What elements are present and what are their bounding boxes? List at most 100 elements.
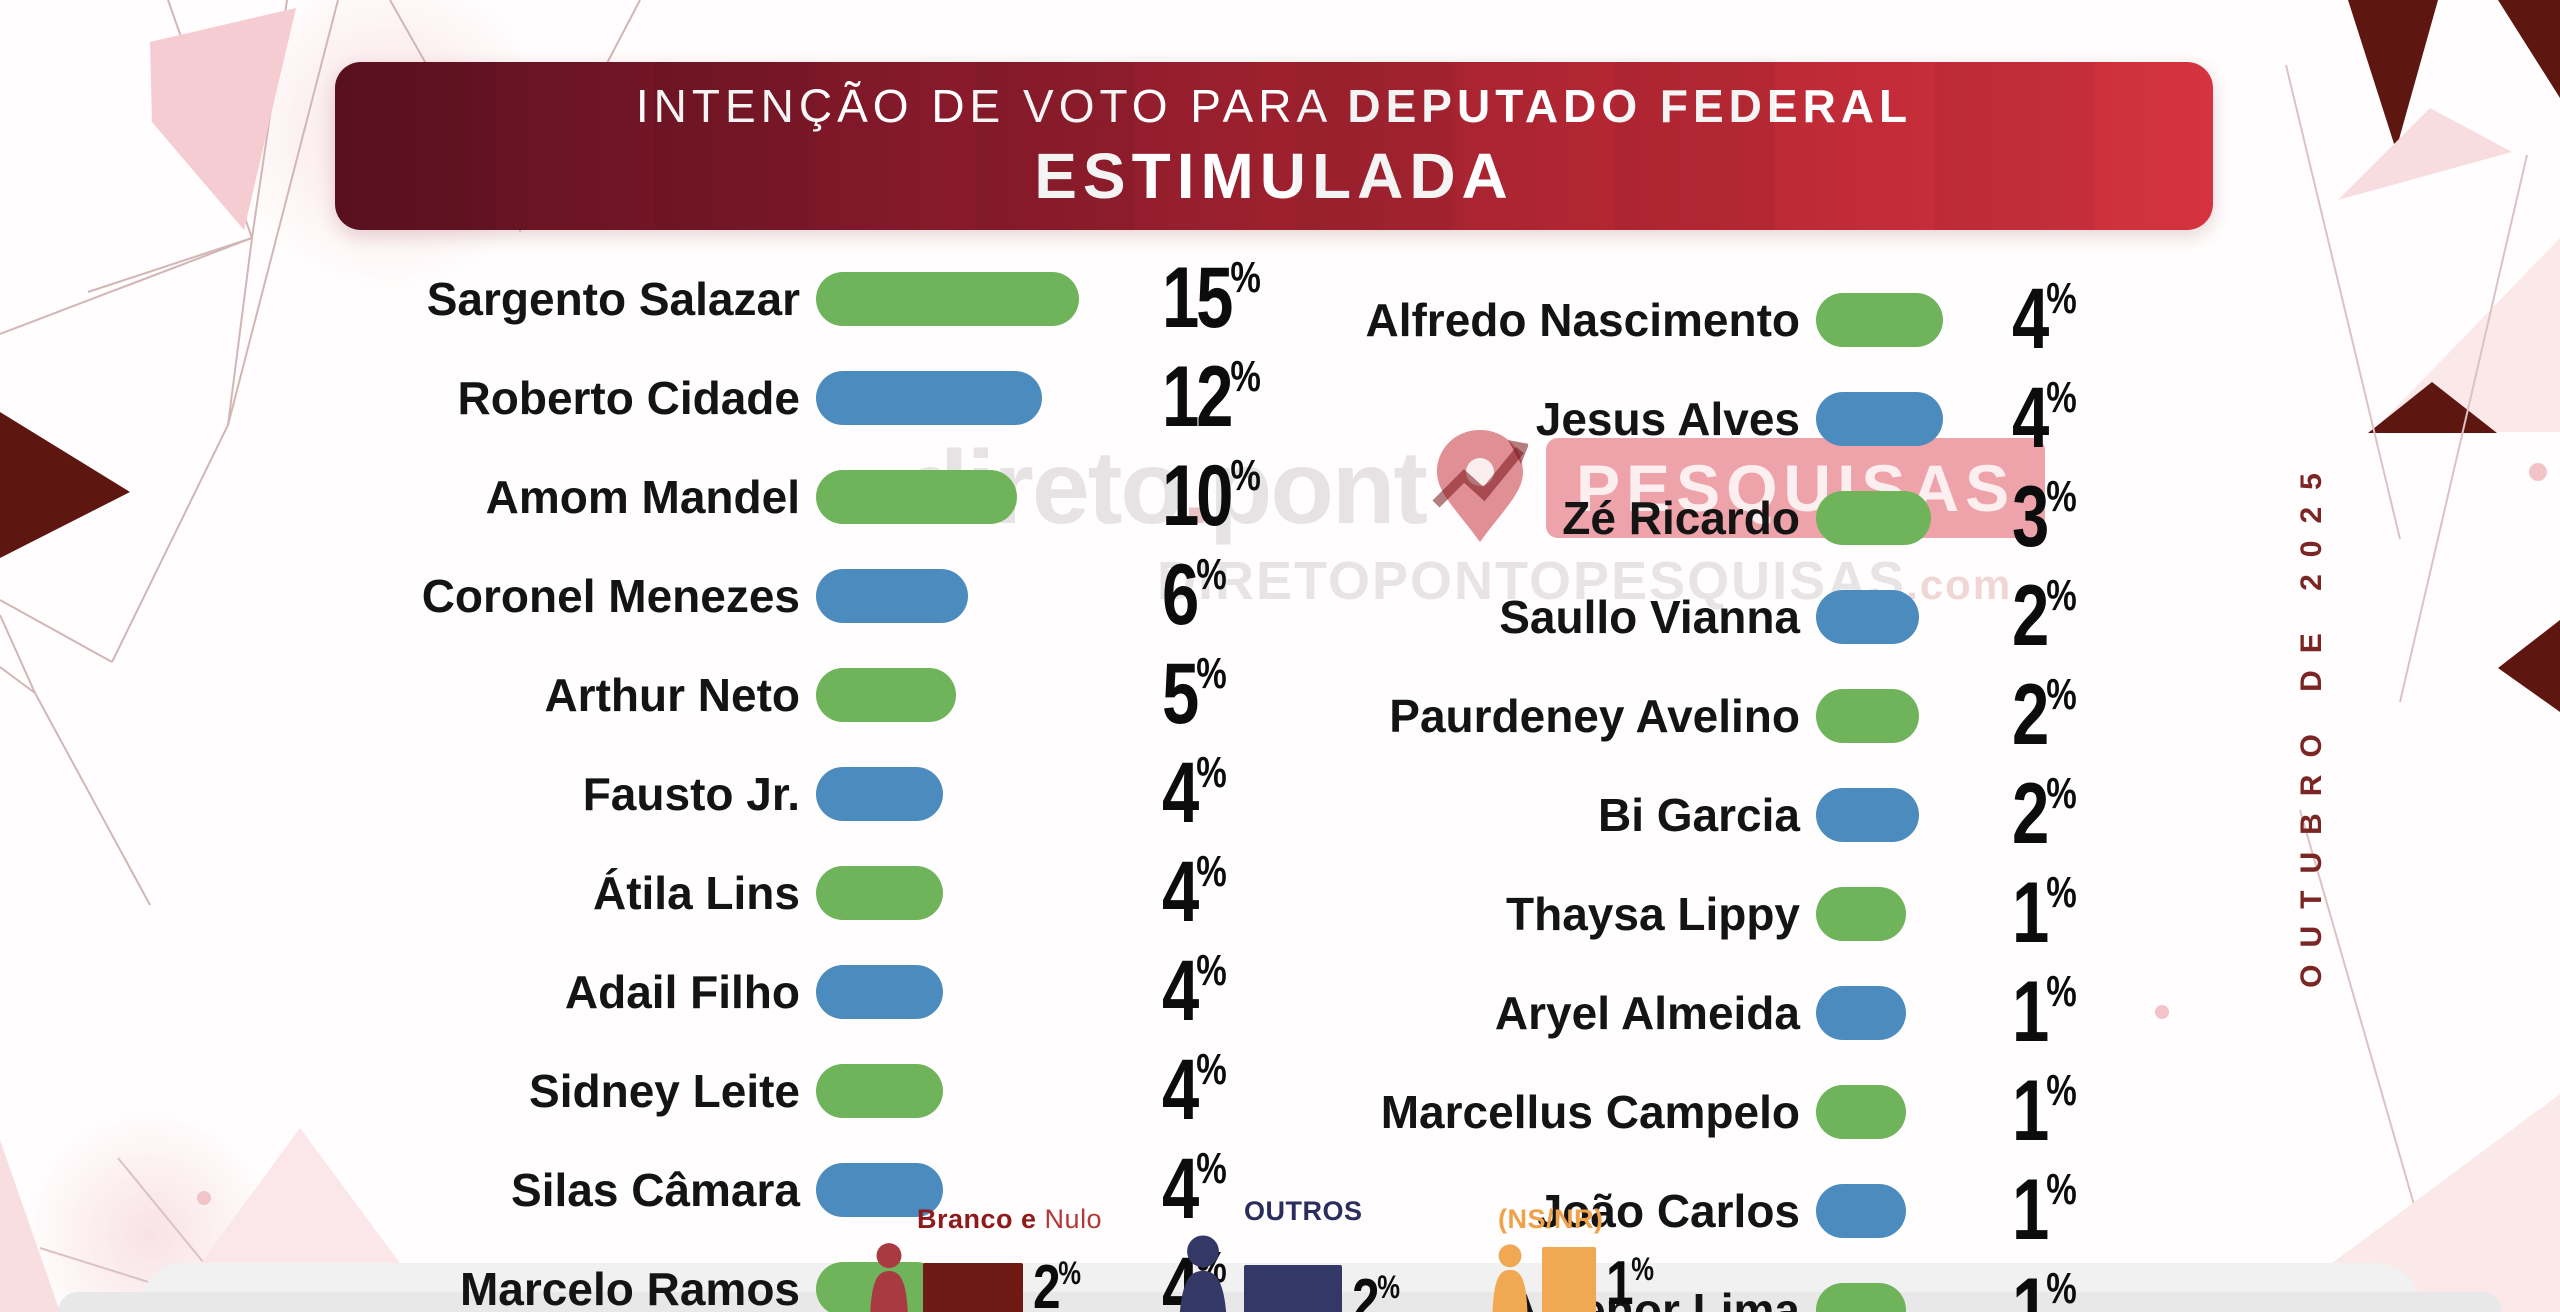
candidate-value-number: 4 (2012, 370, 2049, 466)
percent-sign: % (1230, 352, 1261, 401)
candidate-value-number: 4 (1162, 844, 1199, 940)
candidate-bar-track (816, 942, 1156, 1041)
percent-sign: % (1230, 451, 1261, 500)
candidate-bar (816, 1063, 943, 1118)
candidate-name: Aryel Almeida (1494, 986, 1800, 1039)
candidate-bar-track (1816, 468, 2006, 567)
candidate-bar (816, 865, 943, 920)
candidate-value-number: 2 (2012, 766, 2049, 862)
percent-sign: % (2046, 274, 2077, 323)
candidate-value-number: 4 (2012, 271, 2049, 367)
maroon-triangle-decor (0, 412, 130, 558)
candidate-value: 2% (2012, 567, 2077, 666)
pink-kite-decor (150, 8, 296, 230)
candidate-row: Saullo Vianna 2% (1210, 567, 2240, 666)
candidate-value-number: 2 (2012, 667, 2049, 763)
candidate-row: Thaysa Lippy 1% (1210, 864, 2240, 963)
candidate-value-number: 12 (1162, 349, 1233, 445)
candidate-row: Roberto Cidade 12% (190, 348, 1370, 447)
percent-sign: % (1196, 946, 1227, 995)
candidate-value: 4% (2012, 369, 2077, 468)
candidate-name: Roberto Cidade (457, 371, 800, 424)
candidate-row: Sargento Salazar 15% (190, 249, 1370, 348)
candidate-value: 5% (1162, 645, 1227, 744)
legend-item-ns-nr: (NS/NR) 1% (1488, 1204, 1666, 1312)
candidate-name: Sargento Salazar (426, 272, 800, 325)
candidate-bar (1816, 688, 1919, 743)
candidate-name: Thaysa Lippy (1506, 887, 1800, 940)
candidate-bar (816, 667, 956, 722)
percent-sign: % (2046, 472, 2077, 521)
side-date-label: OUTUBRO DE 2025 (2295, 456, 2328, 988)
watermark-badge: PESQUISAS (1546, 438, 2046, 538)
candidate-bar-track (816, 645, 1156, 744)
percent-sign: % (1196, 847, 1227, 896)
candidate-bar (1816, 490, 1931, 545)
candidate-name: Átila Lins (592, 866, 800, 919)
candidate-row: Sidney Leite 4% (190, 1041, 1370, 1140)
candidate-value: 10% (1162, 447, 1261, 546)
candidate-bar-track (1816, 864, 2006, 963)
candidate-bar (1816, 292, 1943, 347)
candidates-column-right: Alfredo Nascimento 4% Jesus Alves 4% Zé Rica… (1210, 270, 2240, 1312)
candidate-value: 2% (2012, 765, 2077, 864)
candidate-name: Coronel Menezes (421, 569, 800, 622)
candidate-name: Alfredo Nascimento (1365, 293, 1800, 346)
candidate-bar-track (1816, 1260, 2006, 1312)
person-icon (1492, 1244, 1528, 1312)
candidates-column-left: Sargento Salazar 15% Roberto Cidade 12% Amom… (190, 249, 1370, 1312)
candidate-value: 1% (2012, 1260, 2077, 1312)
candidate-value-number: 3 (2012, 469, 2049, 565)
candidate-value: 15% (1162, 249, 1261, 348)
candidate-name: Fausto Jr. (582, 767, 800, 820)
percent-sign: % (2046, 1066, 2077, 1115)
percent-sign: % (2046, 967, 2077, 1016)
candidate-bar-track (816, 546, 1156, 645)
candidate-bar (816, 1162, 943, 1217)
candidate-bar-track (816, 249, 1156, 348)
candidate-bar (816, 766, 943, 821)
watermark-url-main: DIRETOPONTOPESQUISAS (1157, 551, 1907, 611)
candidate-name: Bi Garcia (1598, 788, 1800, 841)
percent-sign: % (2046, 670, 2077, 719)
candidate-row: Paurdeney Avelino 2% (1210, 666, 2240, 765)
candidate-row: Jesus Alves 4% (1210, 369, 2240, 468)
pale-triangle-decor (0, 1140, 60, 1312)
percent-sign: % (1230, 253, 1261, 302)
maroon-triangle-decor (2498, 0, 2560, 98)
candidate-bar-track (1816, 1062, 2006, 1161)
pale-triangle-decor (2372, 238, 2560, 432)
candidate-value: 4% (1162, 744, 1227, 843)
title-banner: INTENÇÃO DE VOTO PARA DEPUTADO FEDERAL E… (335, 62, 2213, 230)
candidate-value-number: 1 (2012, 1063, 2049, 1159)
candidate-row: Amom Mandel 10% (190, 447, 1370, 546)
candidate-row: Coronel Menezes 6% (190, 546, 1370, 645)
legend-color-square (1244, 1265, 1342, 1312)
banner-title-line1: INTENÇÃO DE VOTO PARA DEPUTADO FEDERAL (636, 79, 1912, 133)
percent-sign: % (1058, 1255, 1081, 1291)
candidate-row: Adail Filho 4% (190, 942, 1370, 1041)
candidate-bar-track (1816, 1161, 2006, 1260)
maroon-triangle-decor (2498, 620, 2560, 712)
candidate-value: 3% (2012, 468, 2077, 567)
candidate-value: 1% (2012, 963, 2077, 1062)
candidate-value: 2% (2012, 666, 2077, 765)
candidate-name: Sidney Leite (529, 1064, 800, 1117)
candidate-bar (1816, 589, 1919, 644)
candidate-bar (1816, 886, 1906, 941)
location-pin-icon (1432, 430, 1529, 542)
candidate-row: João Carlos 1% (1210, 1161, 2240, 1260)
candidate-row: Zé Ricardo 3% (1210, 468, 2240, 567)
pink-triangle-decor (2338, 108, 2512, 200)
candidate-value: 6% (1162, 546, 1227, 645)
candidate-bar-track (1816, 270, 2006, 369)
legend-value: 2% (1033, 1253, 1081, 1312)
candidate-bar (816, 964, 943, 1019)
legend-value: 1% (1606, 1249, 1654, 1312)
legend-label: (NS/NR) (1498, 1204, 1604, 1234)
maroon-triangle-decor (2348, 0, 2438, 150)
candidate-bar-track (1816, 666, 2006, 765)
candidate-value: 1% (2012, 864, 2077, 963)
candidate-bar (816, 370, 1042, 425)
